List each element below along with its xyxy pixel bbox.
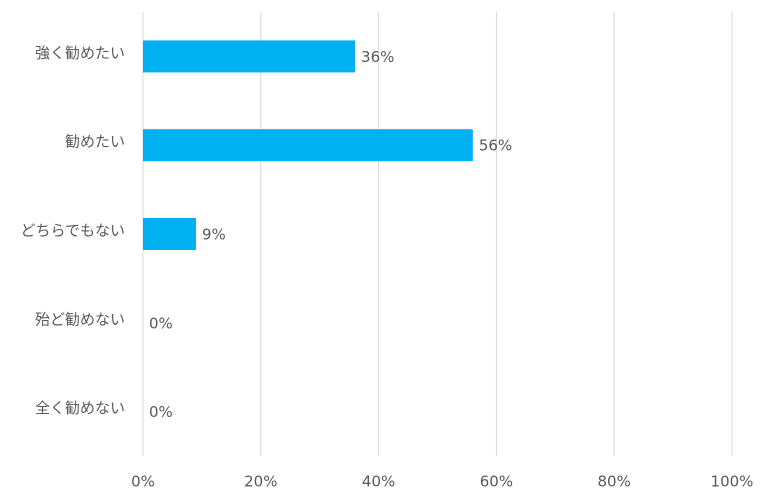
y-tick-label: 殆ど勧めない bbox=[35, 310, 125, 328]
y-tick-label: どちらでもない bbox=[20, 222, 125, 240]
data-label: 56% bbox=[479, 137, 512, 155]
x-tick-label: 20% bbox=[244, 473, 277, 491]
data-label: 9% bbox=[202, 226, 226, 244]
data-label: 0% bbox=[149, 403, 173, 421]
x-tick-label: 60% bbox=[480, 473, 513, 491]
x-tick-label: 100% bbox=[711, 473, 754, 491]
data-label: 36% bbox=[361, 48, 394, 66]
bar bbox=[143, 40, 356, 73]
y-tick-label: 強く勧めたい bbox=[35, 44, 125, 62]
data-label: 0% bbox=[149, 314, 173, 332]
bar bbox=[143, 218, 197, 250]
y-tick-label: 勧めたい bbox=[65, 133, 125, 151]
y-tick-label: 全く勧めない bbox=[35, 399, 125, 417]
x-tick-label: 80% bbox=[598, 473, 631, 491]
x-tick-label: 40% bbox=[362, 473, 395, 491]
bar bbox=[143, 129, 473, 162]
x-tick-label: 0% bbox=[131, 473, 155, 491]
